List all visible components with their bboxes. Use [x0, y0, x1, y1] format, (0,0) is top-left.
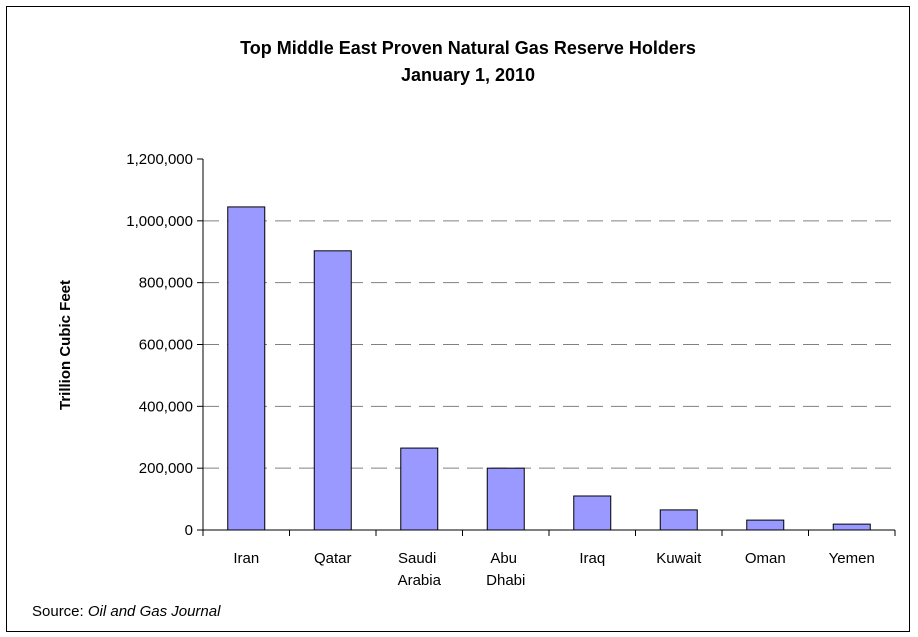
chart-title: Top Middle East Proven Natural Gas Reser… [240, 38, 696, 58]
x-tick-label: Iraq [579, 550, 605, 567]
bar [746, 519, 785, 531]
source-label: Source: [32, 603, 84, 620]
source: Source: Oil and Gas Journal [32, 603, 221, 620]
chart-subtitle: January 1, 2010 [401, 65, 535, 85]
bar [659, 509, 698, 531]
x-tick-label: Qatar [314, 550, 352, 567]
x-tick-label: Iran [233, 550, 259, 567]
bar [400, 447, 439, 531]
y-tick-label: 200,000 [139, 460, 193, 477]
bar [832, 523, 871, 531]
bar [573, 495, 612, 531]
bar [313, 250, 352, 531]
x-tick-label: Abu Dhabi [486, 550, 525, 589]
x-tick-label: Saudi Arabia [398, 550, 442, 589]
y-tick-label: 800,000 [139, 275, 193, 292]
chart-frame [6, 6, 910, 632]
x-tick-label: Kuwait [656, 550, 702, 567]
y-tick-label: 400,000 [139, 398, 193, 415]
y-tick-label: 1,000,000 [126, 213, 193, 230]
source-name: Oil and Gas Journal [88, 603, 221, 620]
x-tick-label: Oman [745, 550, 786, 567]
y-tick-label: 600,000 [139, 337, 193, 354]
bar [486, 467, 525, 531]
y-tick-label: 1,200,000 [126, 151, 193, 168]
y-tick-label: 0 [185, 522, 193, 539]
y-axis-label: Trillion Cubic Feet [57, 280, 74, 410]
bar [227, 206, 266, 531]
x-tick-label: Yemen [829, 550, 875, 567]
